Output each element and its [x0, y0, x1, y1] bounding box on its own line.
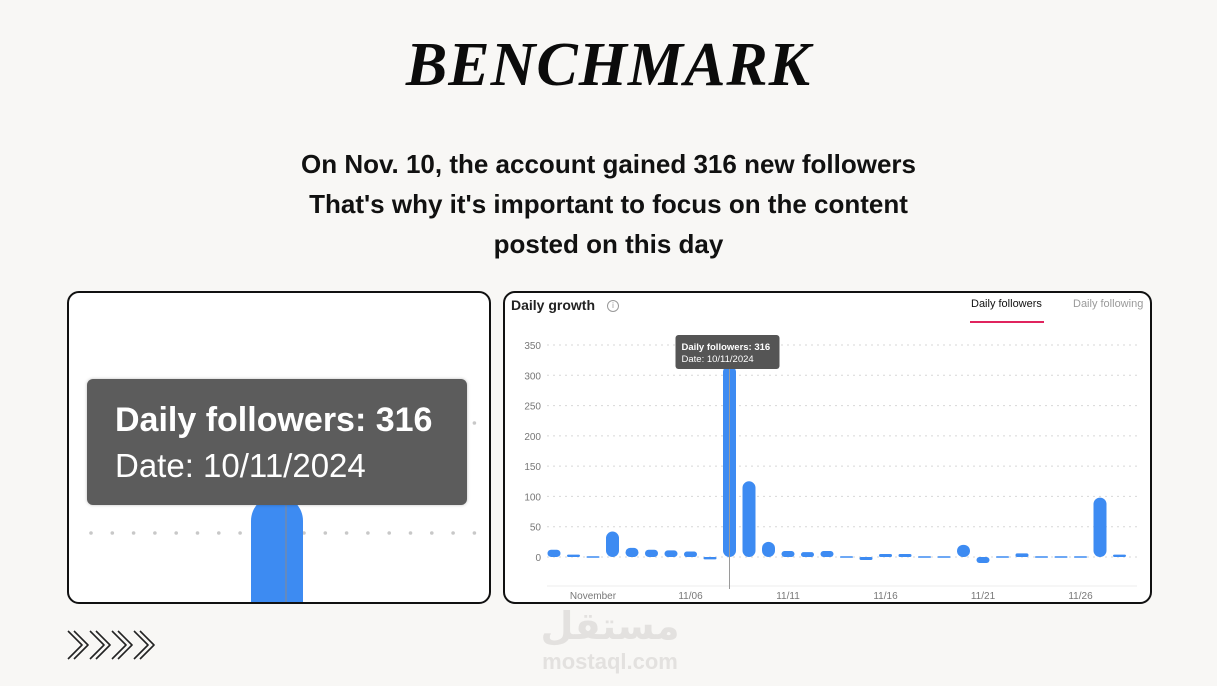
zoom-grid-dot [153, 531, 157, 535]
zoomed-tooltip-panel: Daily followers: 316 Date: 10/11/2024 [67, 291, 491, 604]
zoom-grid-dot [174, 531, 178, 535]
bar-11-03[interactable] [586, 556, 600, 558]
zoomed-bar [251, 495, 303, 602]
bar-11-26[interactable] [1035, 556, 1048, 558]
bar-11-06[interactable] [645, 549, 658, 557]
bar-11-18[interactable] [879, 553, 892, 557]
chart-tooltip-followers: Daily followers: 316 [682, 342, 771, 353]
bar-11-12[interactable] [762, 541, 775, 557]
zoom-grid-dot [323, 531, 328, 535]
zoom-grid-dot [238, 531, 242, 535]
x-tick-label: 11/16 [873, 591, 898, 602]
info-icon[interactable]: i [607, 300, 619, 312]
zoomed-tooltip-followers: Daily followers: 316 [115, 401, 433, 439]
x-tick-label: 11/26 [1068, 591, 1093, 602]
bar-11-21[interactable] [937, 556, 951, 558]
y-tick-label: 0 [535, 553, 541, 564]
bar-11-29[interactable] [1093, 497, 1107, 557]
bar-11-20[interactable] [918, 556, 931, 558]
bar-11-28[interactable] [1074, 556, 1087, 558]
zoom-grid-dot [195, 531, 200, 535]
zoom-grid-dot [302, 531, 306, 535]
bar-11-08[interactable] [684, 551, 697, 557]
zoomed-chart-svg [89, 421, 477, 602]
bar-11-02[interactable] [567, 554, 580, 557]
bar-11-30[interactable] [1113, 554, 1126, 557]
subtitle: On Nov. 10, the account gained 316 new f… [0, 144, 1217, 264]
subtitle-line-2: That's why it's important to focus on th… [309, 189, 908, 219]
zoom-grid-dot [131, 531, 136, 535]
bar-11-13[interactable] [781, 550, 795, 557]
zoom-grid-dot [472, 421, 477, 425]
bar-11-25[interactable] [1015, 553, 1029, 557]
zoom-grid-dot [344, 531, 349, 535]
page-title: BENCHMARK [405, 31, 812, 99]
zoom-grid-dot [408, 531, 413, 535]
zoom-grid-dot [472, 531, 477, 535]
x-tick-label: 11/06 [678, 591, 703, 602]
tab-daily-followers[interactable]: Daily followers [971, 298, 1042, 310]
active-tab-indicator [970, 321, 1044, 323]
daily-growth-chart: 0 50 100 150 200 250 300 350 November 11/06 11/11… [524, 335, 1137, 602]
y-tick-label: 50 [530, 523, 542, 534]
x-tick-label: 11/21 [971, 591, 996, 602]
zoom-grid-dot [110, 531, 115, 535]
bar-11-09[interactable] [703, 557, 717, 560]
chart-tooltip [675, 335, 780, 369]
subtitle-line-1: On Nov. 10, the account gained 316 new f… [301, 149, 916, 179]
x-tick-label: 11/11 [776, 591, 800, 602]
bar-11-14[interactable] [801, 552, 814, 557]
chart-tooltip-date: Date: 10/11/2024 [682, 354, 754, 365]
bar-11-23[interactable] [976, 557, 990, 564]
y-tick-label: 200 [524, 432, 541, 443]
zoom-grid-dot [430, 531, 434, 535]
y-tick-label: 250 [524, 402, 541, 413]
bar-11-05[interactable] [625, 547, 639, 557]
chevrons-right-icon [67, 630, 155, 660]
bar-11-07[interactable] [664, 550, 678, 557]
bar-11-16[interactable] [840, 556, 853, 558]
bar-11-22[interactable] [957, 544, 970, 557]
y-tick-label: 150 [524, 462, 541, 473]
zoom-grid-dot [451, 531, 455, 535]
zoomed-tooltip-date: Date: 10/11/2024 [115, 447, 366, 484]
bar-11-24[interactable] [996, 556, 1009, 558]
bar-11-19[interactable] [898, 553, 912, 557]
x-tick-label: November [570, 591, 617, 602]
bar-11-27[interactable] [1054, 556, 1068, 558]
bar-11-11[interactable] [742, 481, 756, 557]
bar-11-15[interactable] [820, 550, 834, 557]
bar-11-17[interactable] [859, 557, 873, 561]
y-tick-label: 350 [524, 341, 541, 352]
tab-daily-following[interactable]: Daily following [1073, 298, 1144, 310]
watermark-arabic: مستقل [540, 604, 680, 648]
bar-11-04[interactable] [606, 531, 619, 557]
y-tick-label: 300 [524, 371, 541, 382]
y-tick-label: 100 [524, 492, 541, 503]
zoom-grid-dot [89, 531, 93, 535]
zoom-grid-dot [217, 531, 221, 535]
zoom-grid-dot [366, 531, 370, 535]
subtitle-line-3: posted on this day [493, 229, 724, 259]
bar-11-01[interactable] [547, 549, 561, 557]
chart-title: Daily growth [511, 297, 596, 313]
watermark-latin: mostaql.com [542, 649, 678, 674]
zoom-grid-dot [387, 531, 392, 535]
daily-growth-panel: Daily growth i Daily followers Daily fol… [503, 291, 1152, 604]
zoomed-tooltip: Daily followers: 316 Date: 10/11/2024 [87, 379, 467, 505]
